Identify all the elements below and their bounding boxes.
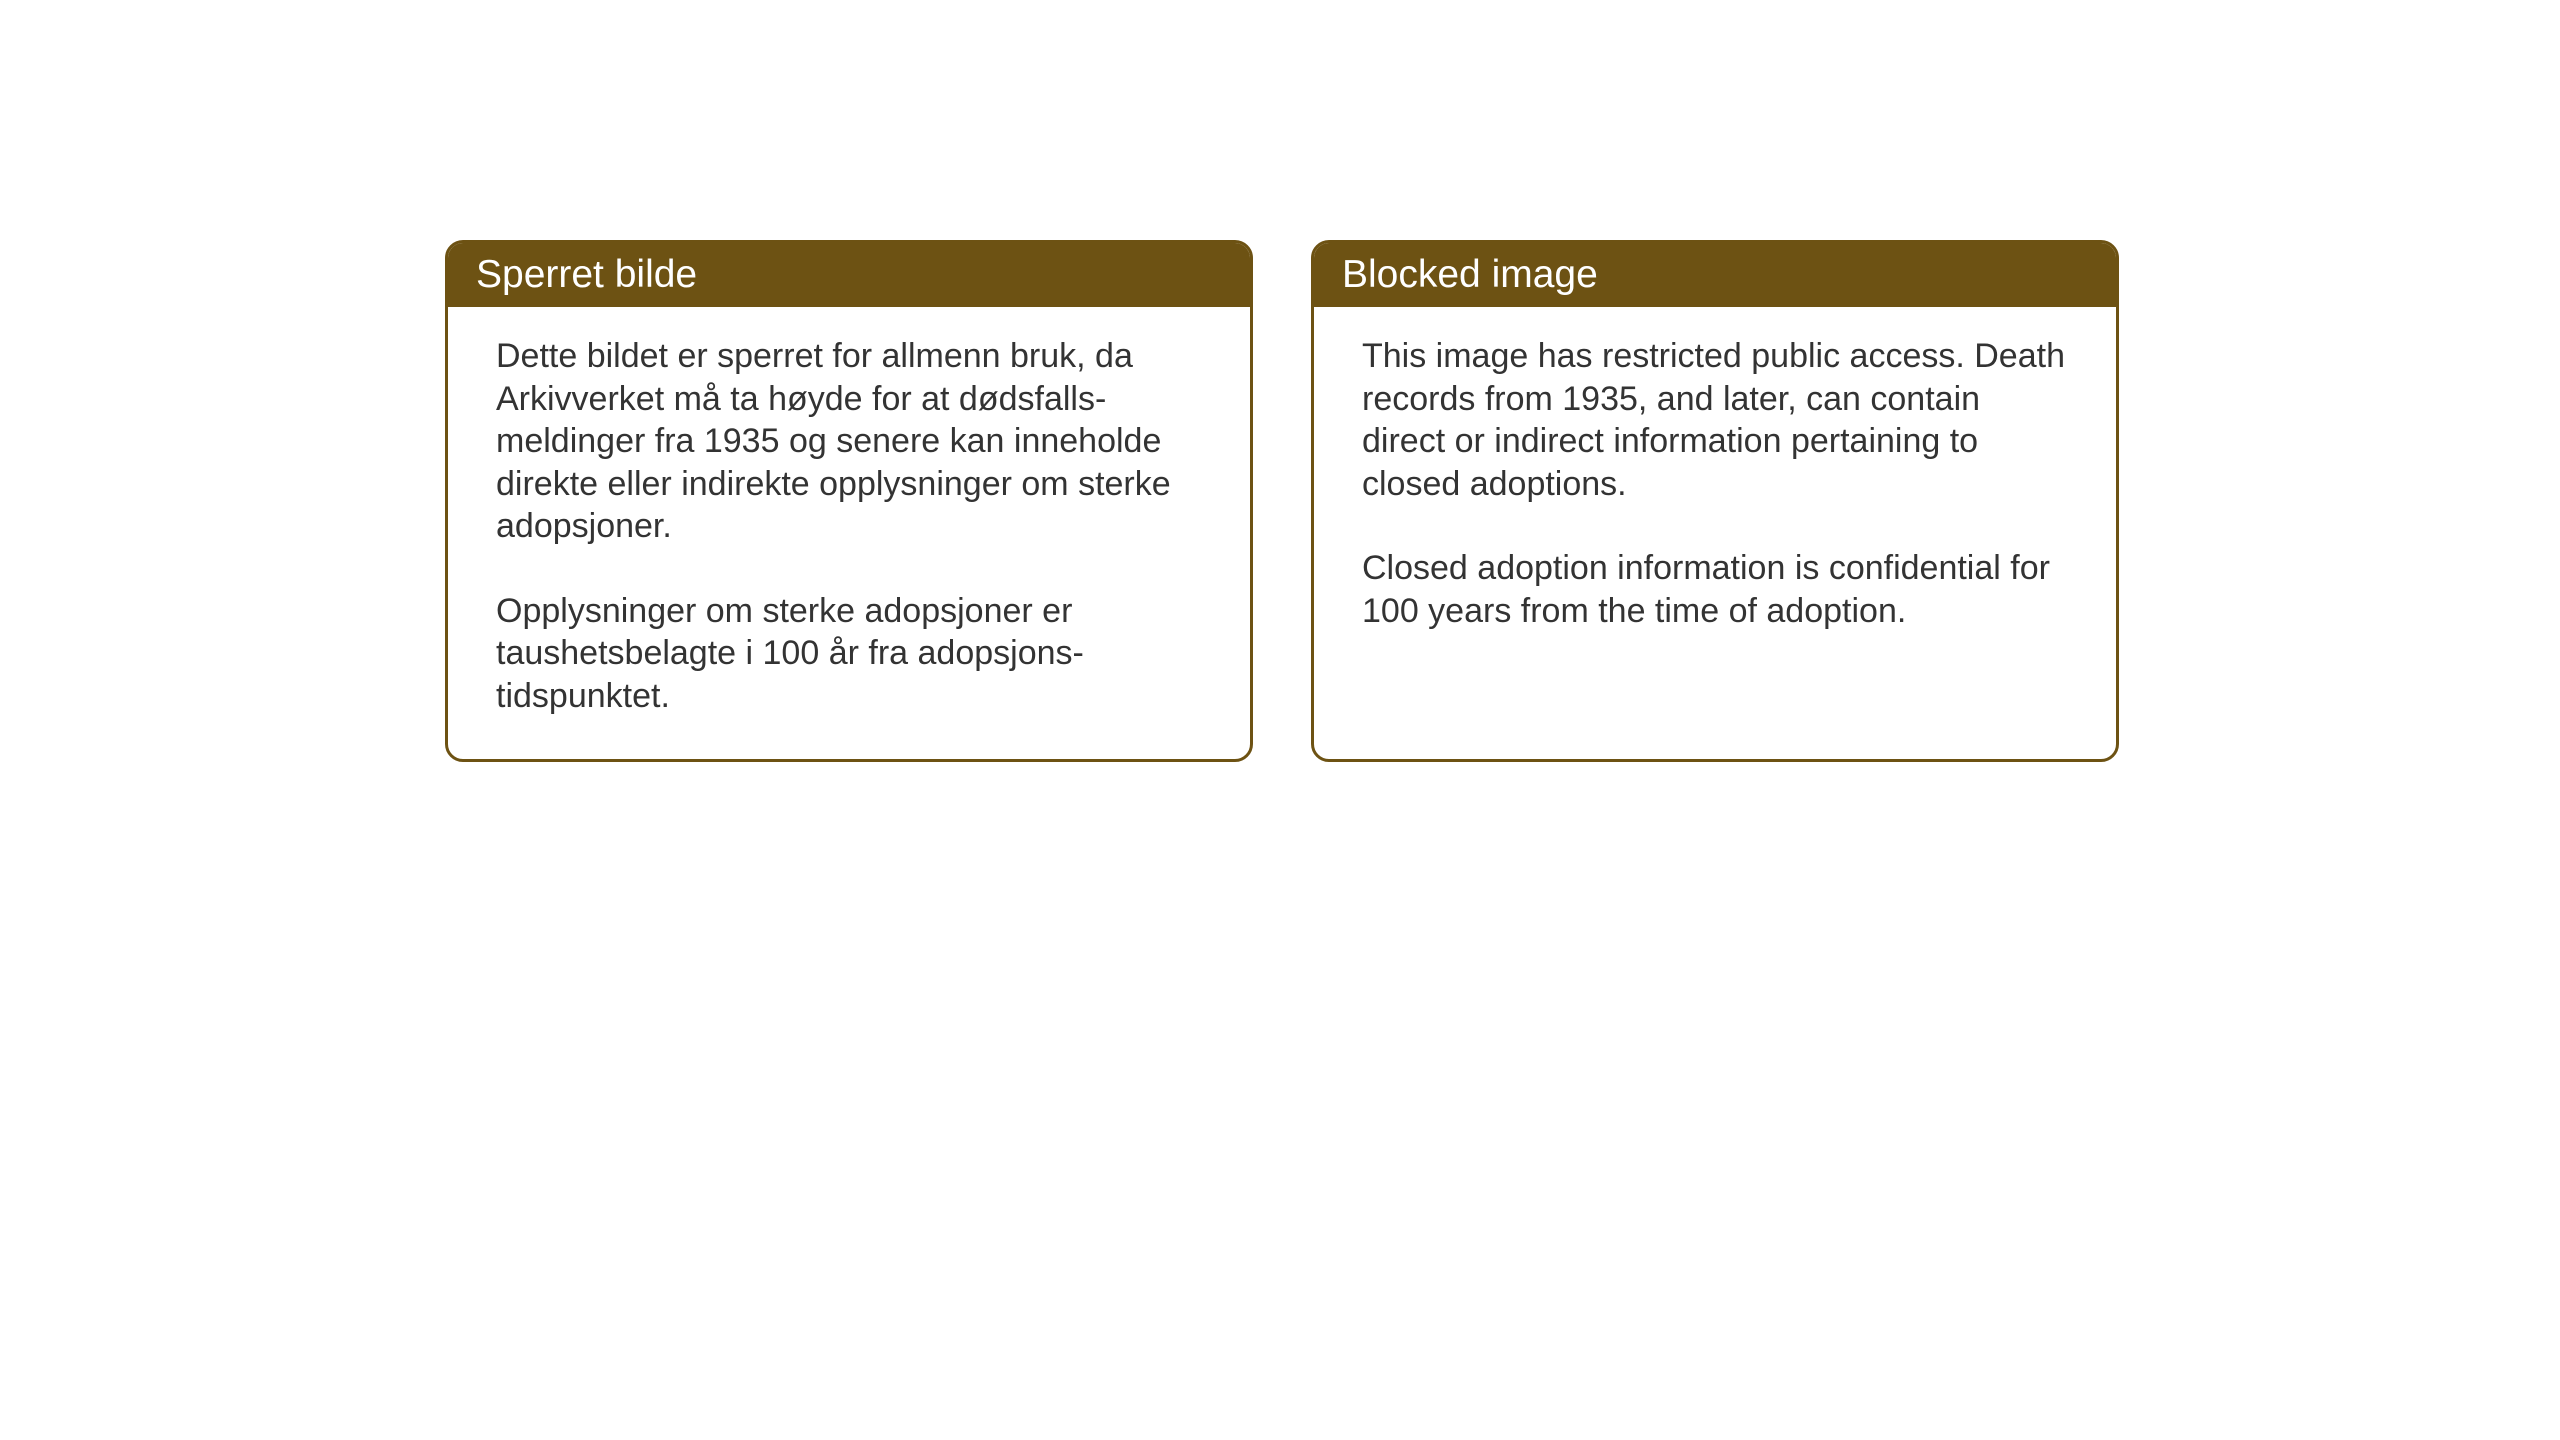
english-notice-body: This image has restricted public access.… xyxy=(1314,307,2116,674)
norwegian-notice-title: Sperret bilde xyxy=(448,243,1250,307)
english-paragraph-1: This image has restricted public access.… xyxy=(1362,335,2068,505)
norwegian-notice-body: Dette bildet er sperret for allmenn bruk… xyxy=(448,307,1250,759)
notice-container: Sperret bilde Dette bildet er sperret fo… xyxy=(445,240,2119,762)
english-paragraph-2: Closed adoption information is confident… xyxy=(1362,547,2068,632)
english-notice-title: Blocked image xyxy=(1314,243,2116,307)
norwegian-notice-box: Sperret bilde Dette bildet er sperret fo… xyxy=(445,240,1253,762)
norwegian-paragraph-2: Opplysninger om sterke adopsjoner er tau… xyxy=(496,590,1202,718)
norwegian-paragraph-1: Dette bildet er sperret for allmenn bruk… xyxy=(496,335,1202,548)
english-notice-box: Blocked image This image has restricted … xyxy=(1311,240,2119,762)
